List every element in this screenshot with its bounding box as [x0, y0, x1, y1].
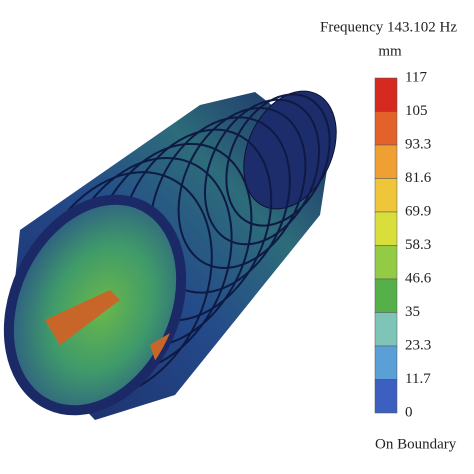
- legend-swatch: [374, 178, 398, 213]
- legend-swatch: [374, 245, 398, 280]
- legend-label: 11.7: [405, 371, 431, 387]
- legend-title: Frequency 143.102 Hz: [320, 19, 457, 35]
- legend-footer: On Boundary: [375, 436, 457, 452]
- legend-swatch: [374, 111, 398, 146]
- legend-label: 81.6: [405, 170, 432, 186]
- legend-unit: mm: [378, 43, 402, 59]
- legend-swatch: [374, 312, 398, 347]
- legend-label: 93.3: [405, 136, 431, 152]
- legend-swatch: [374, 345, 398, 380]
- legend-label: 105: [405, 103, 428, 119]
- legend-swatch: [374, 77, 398, 112]
- legend-label: 0: [405, 404, 413, 420]
- legend-swatch: [374, 144, 398, 179]
- legend-label: 46.6: [405, 270, 432, 286]
- color-legend: Frequency 143.102 Hz mm 117 105 93.3 81.6 69…: [320, 19, 457, 452]
- legend-label: 69.9: [405, 203, 431, 219]
- inner-plate: [45, 290, 120, 345]
- legend-label: 58.3: [405, 237, 431, 253]
- legend-swatch: [374, 278, 398, 313]
- legend-label: 117: [405, 69, 427, 85]
- legend-swatch: [374, 379, 398, 414]
- legend-label: 23.3: [405, 337, 431, 353]
- legend-swatch: [374, 211, 398, 246]
- legend-label: 35: [405, 304, 420, 320]
- fea-model: [3, 90, 337, 420]
